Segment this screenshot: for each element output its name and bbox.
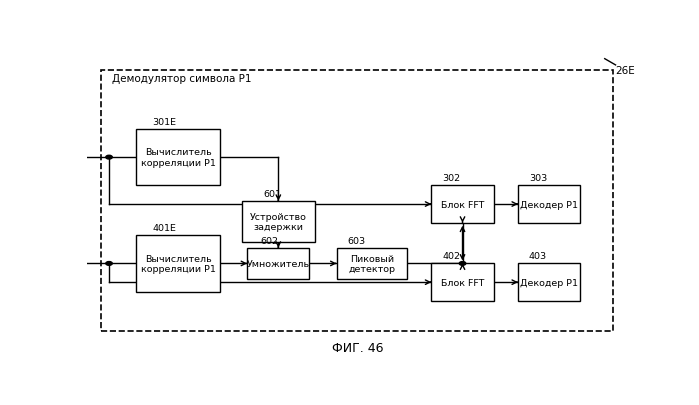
Bar xyxy=(242,201,315,242)
Text: Устройство
задержки: Устройство задержки xyxy=(250,212,307,231)
Bar xyxy=(101,70,613,331)
Circle shape xyxy=(106,156,113,160)
Bar xyxy=(518,186,580,223)
Text: 303: 303 xyxy=(529,174,547,183)
Text: 603: 603 xyxy=(347,236,366,245)
Text: Вычислитель
корреляции P1: Вычислитель корреляции P1 xyxy=(140,254,215,273)
Text: 403: 403 xyxy=(529,252,547,261)
Text: Блок FFT: Блок FFT xyxy=(441,278,484,287)
Bar xyxy=(337,248,407,279)
Text: ФИГ. 46: ФИГ. 46 xyxy=(333,341,384,354)
Text: 26E: 26E xyxy=(616,66,635,76)
Text: Декодер P1: Декодер P1 xyxy=(520,278,578,287)
Text: 402: 402 xyxy=(442,252,460,261)
Circle shape xyxy=(459,262,466,266)
Bar xyxy=(431,264,493,301)
Text: 602: 602 xyxy=(261,236,279,245)
Bar xyxy=(431,186,493,223)
Text: Пиковый
детектор: Пиковый детектор xyxy=(348,254,395,273)
Text: Вычислитель
корреляции P1: Вычислитель корреляции P1 xyxy=(140,148,215,167)
Text: Демодулятор символа P1: Демодулятор символа P1 xyxy=(112,74,251,83)
Bar xyxy=(518,264,580,301)
Bar xyxy=(247,248,310,279)
Text: Декодер P1: Декодер P1 xyxy=(520,200,578,209)
Bar xyxy=(136,236,220,292)
Circle shape xyxy=(106,262,113,266)
Text: 401E: 401E xyxy=(152,224,176,232)
Text: 601: 601 xyxy=(264,189,282,198)
Text: Умножитель: Умножитель xyxy=(247,259,310,268)
Text: 301E: 301E xyxy=(152,117,176,126)
Bar xyxy=(136,130,220,186)
Text: 302: 302 xyxy=(442,174,461,183)
Text: Блок FFT: Блок FFT xyxy=(441,200,484,209)
